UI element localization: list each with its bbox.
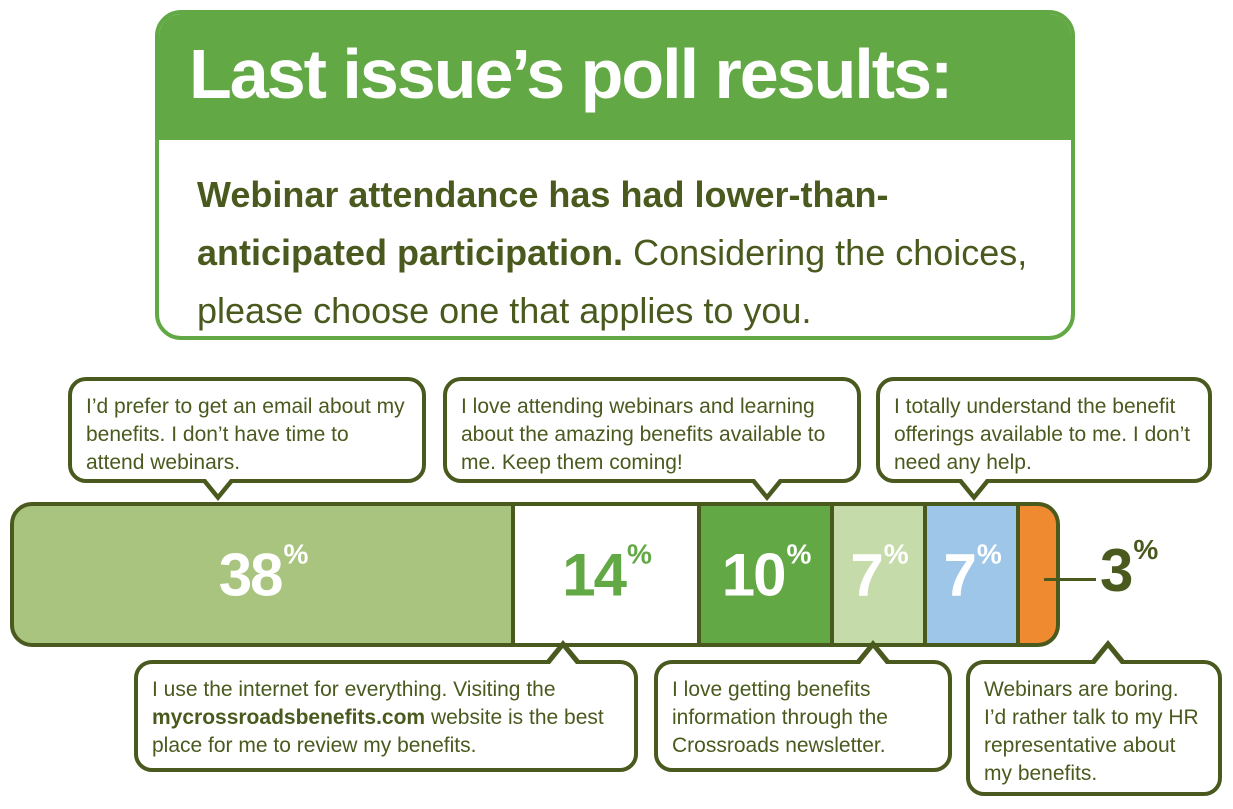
pct-label-internet-value: 14 bbox=[562, 541, 627, 608]
callout-boring-tail-inner bbox=[1095, 648, 1121, 664]
callout-email-tail-inner bbox=[205, 478, 231, 494]
callout-internet-link: mycrossroadsbenefits.com bbox=[152, 706, 426, 729]
poll-header-card: Last issue’s poll results: Webinar atten… bbox=[155, 10, 1075, 340]
pct-label-understand-sign: % bbox=[976, 538, 1002, 569]
pct-label-understand: 7% bbox=[943, 538, 1002, 609]
callout-newsletter: I love getting benefits information thro… bbox=[654, 660, 952, 772]
poll-question-bold: Webinar attendance has had lower-than-an… bbox=[197, 174, 889, 273]
poll-results-bar: 38% 14% 10% 7% 7% bbox=[10, 502, 1060, 647]
bar-segment-internet: 14% bbox=[515, 502, 702, 647]
bar-segment-understand: 7% bbox=[927, 502, 1021, 647]
callout-boring-text: Webinars are boring. I’d rather talk to … bbox=[984, 678, 1199, 785]
callout-internet: I use the internet for everything. Visit… bbox=[134, 660, 638, 772]
pct-label-boring: 3% bbox=[1100, 534, 1158, 605]
poll-header-band bbox=[159, 14, 1071, 140]
pct-label-newsletter-value: 7 bbox=[850, 541, 883, 608]
pct-label-boring-value: 3 bbox=[1100, 537, 1133, 604]
callout-understand-text: I totally understand the benefit offerin… bbox=[894, 395, 1191, 474]
callout-newsletter-text: I love getting benefits information thro… bbox=[672, 678, 888, 757]
callout-webinars-tail-inner bbox=[754, 478, 780, 494]
pct-label-email-value: 38 bbox=[218, 541, 284, 608]
callout-understand: I totally understand the benefit offerin… bbox=[876, 377, 1212, 483]
callout-boring: Webinars are boring. I’d rather talk to … bbox=[966, 660, 1222, 796]
callout-internet-tail-inner bbox=[550, 648, 576, 664]
bar-segment-email: 38% bbox=[10, 502, 516, 647]
bar-segment-newsletter: 7% bbox=[834, 502, 928, 647]
pct-label-webinars-value: 10 bbox=[721, 541, 787, 608]
callout-webinars-text: I love attending webinars and learning a… bbox=[461, 395, 826, 474]
callout-newsletter-tail-inner bbox=[860, 648, 886, 664]
pct-label-webinars-sign: % bbox=[786, 538, 812, 569]
poll-title: Last issue’s poll results: bbox=[189, 35, 953, 113]
callout-email-text: I’d prefer to get an email about my bene… bbox=[86, 395, 405, 474]
pct-label-internet: 14% bbox=[562, 538, 652, 609]
pct-label-internet-sign: % bbox=[627, 538, 652, 569]
pct-label-understand-value: 7 bbox=[943, 541, 976, 608]
pct-label-email: 38% bbox=[218, 538, 309, 609]
poll-question: Webinar attendance has had lower-than-an… bbox=[197, 166, 1047, 336]
pct-label-boring-sign: % bbox=[1133, 534, 1158, 565]
callout-email: I’d prefer to get an email about my bene… bbox=[68, 377, 426, 483]
pct-label-newsletter-sign: % bbox=[883, 538, 909, 569]
small-segment-leader-line bbox=[1044, 578, 1096, 581]
poll-question-plain: Considering the choices, please choose o… bbox=[197, 232, 1028, 331]
callout-webinars: I love attending webinars and learning a… bbox=[443, 377, 861, 483]
pct-label-newsletter: 7% bbox=[850, 538, 909, 609]
bar-segment-boring bbox=[1020, 502, 1060, 647]
bar-segment-webinars: 10% bbox=[701, 502, 835, 647]
callout-internet-text-1: I use the internet for everything. Visit… bbox=[152, 678, 556, 701]
pct-label-email-sign: % bbox=[283, 538, 308, 569]
callout-internet-text-2: website is the best place for me to revi… bbox=[152, 706, 604, 757]
pct-label-webinars: 10% bbox=[721, 538, 812, 609]
callout-understand-tail-inner bbox=[961, 478, 987, 494]
